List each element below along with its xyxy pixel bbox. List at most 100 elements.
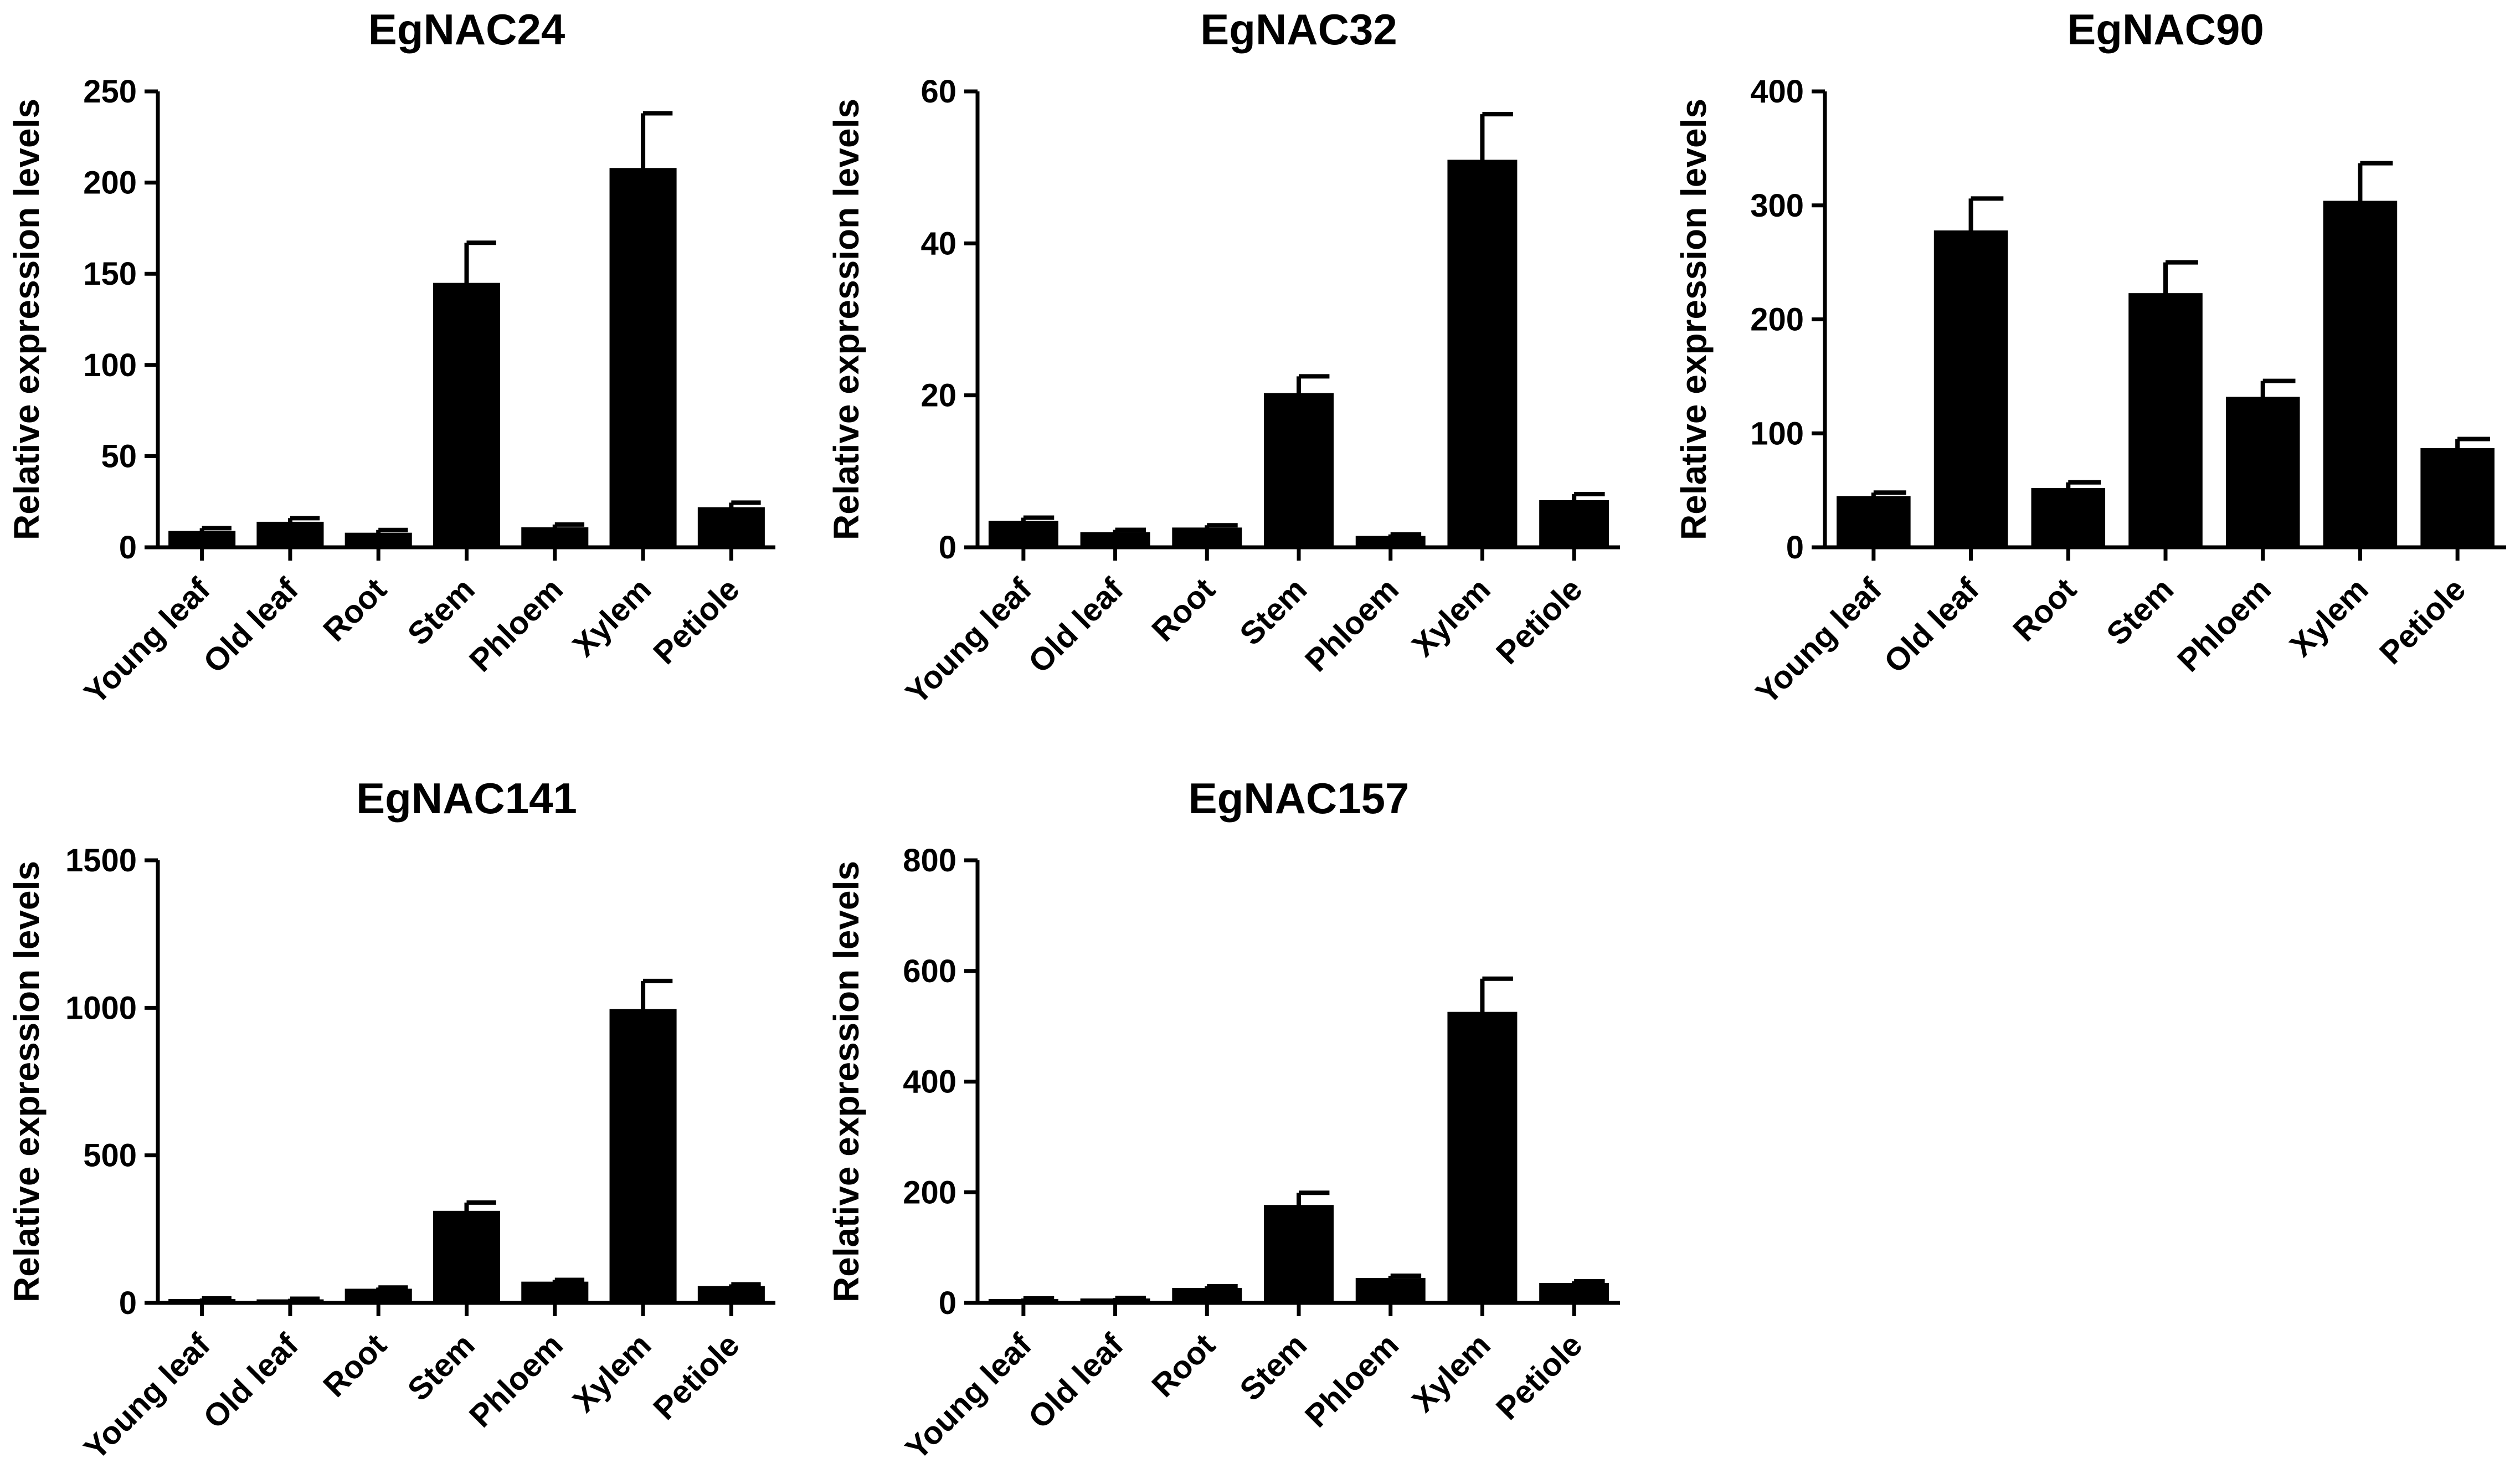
x-tick-label: Stem (400, 571, 481, 652)
bar (2031, 488, 2106, 547)
x-tick-label: Young leaf (1749, 571, 1889, 711)
y-tick-label: 0 (119, 1285, 137, 1321)
bar (1447, 160, 1518, 547)
y-tick-label: 1500 (65, 843, 137, 879)
bar (256, 1299, 324, 1303)
x-tick-label: Phloem (462, 1327, 570, 1434)
bar (697, 1286, 765, 1303)
chart-title: EgNAC141 (356, 774, 577, 823)
y-tick-label: 0 (119, 530, 137, 566)
y-tick-label: 200 (1750, 302, 1804, 338)
y-tick-label: 600 (903, 953, 956, 989)
y-tick-label: 200 (903, 1174, 956, 1210)
bar (2128, 293, 2203, 547)
y-tick-label: 100 (1750, 415, 1804, 451)
x-tick-label: Old leaf (197, 571, 306, 680)
bar (697, 507, 765, 547)
y-tick-label: 100 (83, 347, 137, 383)
chart-title: EgNAC90 (2067, 5, 2264, 54)
bar (1355, 536, 1426, 547)
bar (2323, 201, 2398, 547)
y-tick-label: 0 (939, 530, 956, 566)
x-tick-label: Petiole (646, 1327, 746, 1426)
y-tick-label: 250 (83, 74, 137, 110)
chart-panel: EgNAC24 Relative expression levels 0 50 100 1… (7, 5, 775, 711)
x-tick-label: Old leaf (197, 1327, 306, 1436)
bar (988, 1299, 1058, 1303)
y-axis-label: Relative expression levels (826, 99, 866, 540)
bar (1264, 393, 1334, 547)
chart-panel: EgNAC141 Relative expression levels 0 500 10… (7, 774, 775, 1458)
y-tick-label: 50 (101, 438, 137, 474)
y-tick-label: 500 (83, 1138, 137, 1174)
y-tick-label: 0 (939, 1285, 956, 1321)
y-tick-label: 300 (1750, 188, 1804, 224)
chart-title: EgNAC32 (1200, 5, 1397, 54)
bar (609, 168, 677, 547)
x-tick-label: Phloem (2171, 571, 2278, 679)
y-tick-label: 20 (920, 378, 956, 414)
x-tick-label: Young leaf (899, 571, 1039, 711)
bar (609, 1009, 677, 1303)
bar (988, 520, 1058, 547)
x-tick-label: Stem (400, 1327, 481, 1408)
y-tick-label: 40 (920, 225, 956, 261)
bar (1264, 1205, 1334, 1303)
chart-panel: EgNAC90 Relative expression levels 0 100 200… (1674, 5, 2506, 711)
y-axis-label: Relative expression levels (1674, 99, 1714, 540)
bar (1933, 230, 2008, 547)
bar (256, 521, 324, 547)
x-tick-label: Petiole (646, 571, 746, 671)
bar (521, 1281, 589, 1303)
bar (433, 1210, 501, 1303)
x-tick-label: Young leaf (77, 1327, 217, 1458)
y-tick-label: 200 (83, 165, 137, 201)
bar (2225, 397, 2300, 547)
bar (1172, 527, 1242, 547)
x-tick-label: Petiole (1489, 571, 1589, 671)
bar (168, 1299, 236, 1303)
x-tick-label: Root (1145, 1327, 1222, 1404)
x-tick-label: Xylem (2283, 571, 2375, 664)
y-tick-label: 1000 (65, 990, 137, 1026)
x-tick-label: Xylem (565, 1327, 658, 1419)
bar (344, 1288, 412, 1303)
x-tick-label: Stem (1233, 571, 1314, 652)
x-tick-label: Old leaf (1021, 1327, 1130, 1436)
y-axis-label: Relative expression levels (7, 861, 47, 1302)
x-tick-label: Root (316, 571, 393, 648)
bar (168, 531, 236, 547)
bar (1837, 496, 1911, 547)
bar (433, 283, 501, 547)
chart-panel: EgNAC32 Relative expression levels 0 20 40 60… (826, 5, 1620, 711)
x-tick-label: Young leaf (899, 1327, 1039, 1458)
bar (1080, 1298, 1150, 1303)
bar (344, 532, 412, 547)
chart-panel: EgNAC157 Relative expression levels 0 200 40… (826, 774, 1620, 1458)
x-tick-label: Xylem (565, 571, 658, 664)
bar (1172, 1288, 1242, 1303)
bar (521, 527, 589, 547)
x-tick-label: Stem (2100, 571, 2180, 652)
y-axis-label: Relative expression levels (826, 861, 866, 1302)
x-tick-label: Petiole (1489, 1327, 1589, 1426)
bar (2420, 448, 2495, 547)
y-tick-label: 60 (920, 74, 956, 110)
x-tick-label: Phloem (1298, 571, 1406, 679)
y-axis-label: Relative expression levels (7, 99, 47, 540)
y-tick-label: 150 (83, 256, 137, 292)
bar (1080, 532, 1150, 547)
x-tick-label: Young leaf (77, 571, 217, 711)
x-tick-label: Root (316, 1327, 393, 1404)
bar (1539, 1283, 1609, 1303)
bar (1355, 1278, 1426, 1303)
x-tick-label: Old leaf (1021, 571, 1130, 680)
bar (1539, 500, 1609, 547)
x-tick-label: Phloem (1298, 1327, 1406, 1434)
x-tick-label: Root (2006, 571, 2083, 648)
bar (1447, 1012, 1518, 1303)
x-tick-label: Xylem (1405, 571, 1498, 664)
y-tick-label: 400 (903, 1064, 956, 1100)
chart-title: EgNAC24 (368, 5, 565, 54)
x-tick-label: Xylem (1405, 1327, 1498, 1419)
